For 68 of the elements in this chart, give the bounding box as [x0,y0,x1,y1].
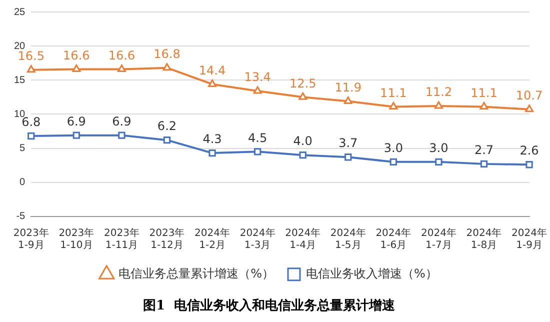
data-label: 3.7 [338,136,358,150]
data-label: 2.7 [474,143,494,158]
text: 图1 电信业务收入和电信业务总量累计增速 [142,298,396,314]
x-tick-label: 2024年 1-3月 [240,226,276,251]
data-label: 16.6 [108,48,136,62]
point [72,64,81,72]
data-label: 4.0 [293,134,312,148]
point [344,96,352,104]
point [390,158,397,166]
point [480,160,488,168]
point [117,64,126,72]
point [26,65,36,73]
data-label: 11.1 [380,86,407,100]
y-tick-label: 15 [14,74,26,86]
y-tick-label: 25 [14,6,26,18]
point [434,101,443,109]
point [389,102,398,110]
point [162,63,172,71]
point [298,92,308,100]
point [28,132,35,140]
point [344,154,352,161]
x-tick-label: 2023年 1-12月 [149,226,185,251]
data-label: 11.1 [470,86,498,100]
point [299,152,306,159]
x-tick-label: 2023年 1-10月 [58,226,94,251]
x-tick-label: 2024年 1-9月 [512,226,547,251]
point [208,149,216,157]
point [525,104,534,112]
y-tick-label: 0 [20,177,26,188]
data-label: 3.0 [384,141,403,156]
point [526,161,533,168]
data-label: 11.2 [425,85,452,100]
x-tick-label: 2024年 1-4月 [285,226,321,251]
data-label: 16.8 [154,46,180,61]
data-label: 14.4 [198,63,226,78]
point [208,79,216,87]
data-label: 2.6 [520,144,539,158]
x-tick-label: 2023年 1-11月 [104,226,140,251]
data-label: 6.9 [112,114,132,128]
point [163,136,171,144]
data-label: 4.3 [202,132,222,146]
y-tick-label: -5 [16,211,26,222]
data-label: 16.5 [18,49,44,64]
x-tick-label: 2023年 1-9月 [13,226,49,251]
legend-label: 电信业务收入增速（%） [306,266,438,281]
point [72,132,80,139]
point [480,102,488,110]
data-label: 6.2 [157,119,177,134]
x-tick-label: 2024年 1-7月 [420,226,456,251]
data-label: 4.5 [248,130,268,145]
point [118,132,126,139]
x-tick-label: 2024年 1-6月 [376,226,412,251]
point [253,86,262,94]
x-tick-label: 2024年 1-5月 [330,226,366,251]
x-tick-label: 2024年 1-8月 [466,226,502,251]
y-tick-label: 20 [14,40,26,52]
data-label: 3.0 [429,141,448,156]
data-label: 11.9 [334,80,362,94]
legend-label: 电信业务总量累计增速（%） [118,266,274,281]
data-label: 13.4 [244,70,271,84]
data-label: 16.6 [63,48,90,62]
data-label: 12.5 [289,76,316,90]
y-tick-label: 5 [20,143,26,154]
data-label: 6.9 [66,114,86,128]
point [254,148,262,156]
point [435,158,442,166]
x-tick-label: 2024年 1-2月 [194,226,230,251]
data-label: 10.7 [516,88,543,103]
